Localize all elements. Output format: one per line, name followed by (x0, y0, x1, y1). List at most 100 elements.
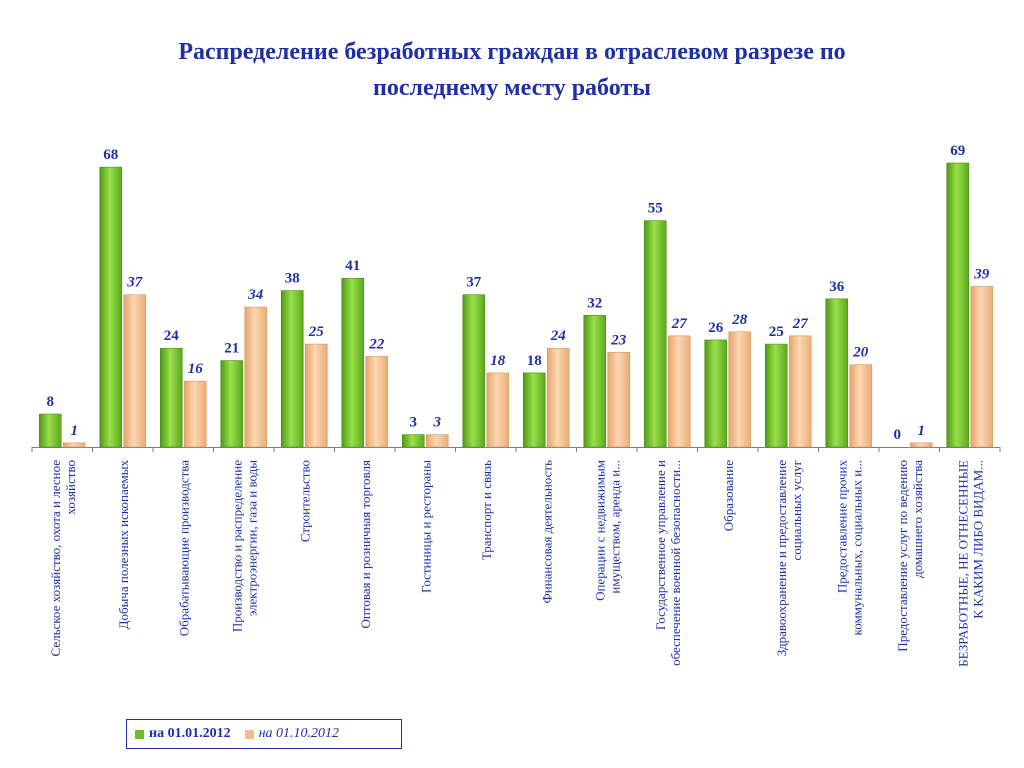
bar-series-1 (462, 294, 486, 448)
category-label: Предоставление прочих коммунальных, социа… (834, 460, 864, 636)
category-label: Операции с недвижимым имуществом, аренда … (592, 460, 622, 601)
data-label-series-1: 32 (587, 295, 602, 311)
bar-series-2 (667, 335, 691, 448)
bar-series-1 (583, 314, 607, 448)
data-label-series-1: 38 (285, 271, 300, 287)
data-label-series-1: 8 (47, 394, 55, 410)
data-label-series-2: 1 (918, 423, 926, 439)
category-label: Строительство (297, 460, 312, 542)
data-label-series-1: 0 (894, 427, 902, 443)
bar-series-1 (159, 347, 183, 448)
bar-series-2 (123, 294, 147, 448)
bar-series-1 (280, 290, 304, 448)
category-label: БЕЗРАБОТНЫЕ, НЕ ОТНЕСЕННЫЕ К КАКИМ ЛИБО В… (955, 460, 985, 667)
category-label-line: БЕЗРАБОТНЫЕ, НЕ ОТНЕСЕННЫЕ (955, 460, 970, 667)
bar-series-1 (401, 434, 425, 448)
bar-series-1 (764, 343, 788, 448)
category-label: Государственное управление и обеспечение … (653, 460, 683, 666)
bar-series-2 (849, 364, 873, 448)
data-label-series-1: 24 (164, 328, 180, 344)
data-label-series-1: 21 (224, 341, 239, 357)
data-label-series-2: 18 (490, 353, 506, 369)
data-label-series-1: 18 (527, 353, 542, 369)
data-label-series-2: 20 (852, 345, 869, 361)
chart-title: Распределение безработных граждан в отра… (40, 34, 984, 106)
category-label-line: Обрабатывающие производства (176, 460, 191, 636)
category-label-line: Предоставление услуг по ведению (895, 460, 910, 652)
data-label-series-2: 16 (188, 361, 204, 377)
category-label-line: Транспорт и связь (479, 460, 494, 560)
bar-series-2 (244, 306, 268, 448)
bar-series-2 (546, 347, 570, 448)
bar-series-2 (304, 343, 328, 448)
data-label-series-2: 1 (71, 423, 79, 439)
category-label-line: хозяйство (63, 460, 78, 515)
data-label-series-2: 34 (247, 287, 264, 303)
category-label-line: Государственное управление и (653, 460, 668, 630)
legend-swatch-series-1 (135, 729, 144, 739)
data-label-series-1: 68 (103, 147, 118, 163)
legend-item-series-1: на 01.01.2012 (135, 726, 231, 742)
category-label-line: Оптовая и розничная торговля (358, 460, 373, 629)
bar-series-2 (425, 434, 449, 448)
category-label-line: Образование (721, 460, 736, 531)
data-label-series-2: 37 (126, 275, 143, 291)
category-label-line: электроэнергии, газа и воды (244, 460, 259, 617)
data-label-series-2: 28 (731, 312, 748, 328)
data-label-series-1: 37 (466, 275, 482, 291)
category-label: Финансовая деятельность (539, 460, 554, 604)
data-label-series-2: 24 (550, 328, 567, 344)
category-label-line: коммунальных, социальных и... (849, 460, 864, 635)
legend-item-series-2: на 01.10.2012 (244, 726, 339, 742)
category-label-line: домашнего хозяйства (910, 460, 925, 578)
bar-series-2 (788, 335, 812, 448)
category-label: Оптовая и розничная торговля (358, 460, 373, 629)
category-label: Гостиницы и рестораны (418, 460, 433, 593)
category-label: Добыча полезных ископаемых (116, 460, 131, 630)
bar-series-2 (909, 442, 933, 448)
category-label-line: Строительство (297, 460, 312, 542)
category-label: Обрабатывающие производства (176, 460, 191, 636)
category-label-line: Финансовая деятельность (539, 460, 554, 604)
data-label-series-2: 25 (308, 324, 325, 340)
bar-series-2 (607, 352, 631, 448)
category-label-line: Гостиницы и рестораны (418, 460, 433, 593)
bar-series-2 (365, 356, 389, 448)
legend-label-series-1: на 01.01.2012 (149, 726, 231, 741)
category-label-line: обеспечение военной безопасности... (668, 460, 683, 666)
bar-series-1 (38, 413, 62, 448)
bar-series-1 (220, 360, 244, 448)
bar-series-1 (341, 277, 365, 448)
bar-series-1 (825, 298, 849, 448)
data-label-series-1: 69 (950, 143, 965, 159)
data-label-series-2: 23 (610, 332, 627, 348)
category-label-line: социальных услуг (789, 460, 804, 561)
category-label-line: Сельское хозяйство, охота и лесное (48, 460, 63, 657)
bar-series-1 (643, 220, 667, 448)
chart-legend: на 01.01.2012 на 01.10.2012 (126, 719, 402, 749)
bar-series-2 (970, 286, 994, 448)
data-label-series-1: 26 (708, 320, 724, 336)
category-label: Транспорт и связь (479, 460, 494, 560)
data-label-series-2: 3 (433, 415, 442, 431)
bar-series-2 (183, 380, 207, 448)
data-label-series-2: 39 (973, 266, 990, 282)
bar-series-2 (728, 331, 752, 448)
category-label-line: Здравоохранение и предоставление (774, 460, 789, 656)
bar-series-1 (99, 166, 123, 448)
category-label: Образование (721, 460, 736, 531)
data-label-series-1: 3 (410, 415, 418, 431)
bar-series-1 (946, 162, 970, 448)
category-label-line: Операции с недвижимым (592, 460, 607, 601)
bar-series-2 (62, 442, 86, 448)
category-label-line: К КАКИМ ЛИБО ВИДАМ... (970, 460, 985, 619)
bar-series-2 (486, 372, 510, 448)
category-label: Сельское хозяйство, охота и лесное хозяйс… (48, 460, 78, 657)
data-label-series-1: 25 (769, 324, 784, 340)
data-label-series-2: 27 (792, 316, 809, 332)
category-label: Здравоохранение и предоставление социальн… (774, 460, 804, 656)
data-label-series-1: 41 (345, 258, 360, 274)
data-label-series-1: 55 (648, 201, 663, 217)
category-label-line: Предоставление прочих (834, 460, 849, 594)
